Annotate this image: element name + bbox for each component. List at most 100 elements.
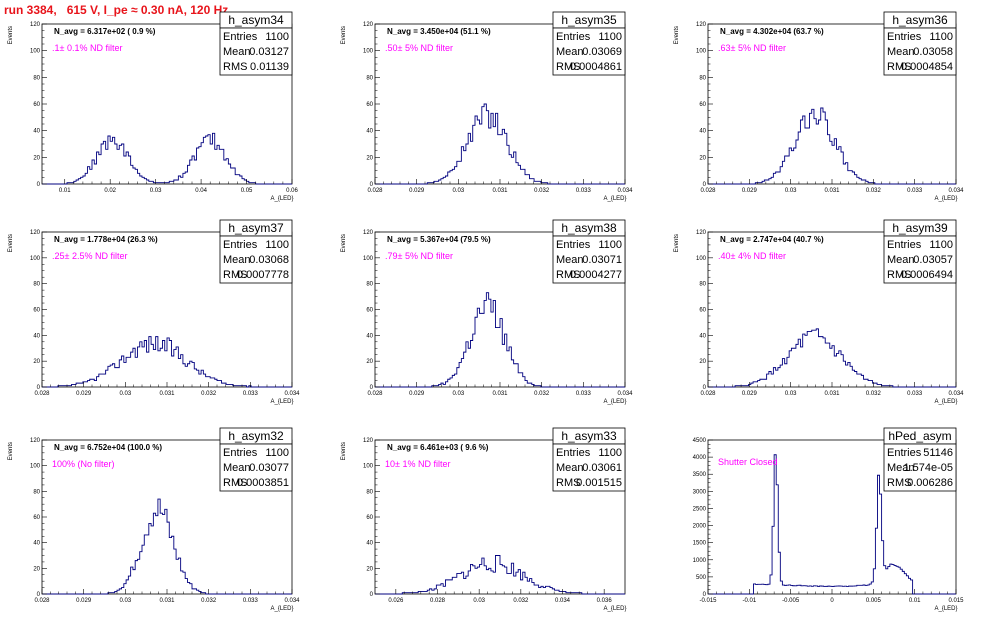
stats-value: 51146 (923, 447, 953, 459)
x-tick-label: 0.031 (824, 391, 840, 397)
y-tick-label: 100 (30, 256, 41, 262)
x-tick-label: 0.03 (119, 391, 131, 397)
y-tick-label: 60 (366, 102, 373, 108)
stats-label: Mean (556, 254, 584, 266)
histogram-line (42, 336, 292, 388)
x-tick-label: 0.034 (948, 391, 964, 397)
x-tick-label: 0.032 (201, 391, 217, 397)
stats-value: 1100 (598, 447, 622, 459)
stats-value: 0.03061 (582, 462, 622, 474)
x-tick-label: 0.033 (243, 598, 259, 604)
x-tick-label: 0.034 (284, 598, 300, 604)
y-tick-label: 120 (30, 438, 41, 444)
stats-title: h_asym33 (561, 429, 617, 443)
stats-title: h_asym34 (228, 13, 284, 27)
x-tick-label: 0.029 (742, 391, 758, 397)
stats-label: RMS (223, 61, 247, 73)
y-tick-label: 3000 (693, 489, 707, 495)
x-axis-title: A_{LED} (934, 399, 957, 405)
stats-box (219, 27, 293, 76)
y-tick-label: 80 (33, 282, 40, 288)
y-tick-label: 120 (363, 22, 374, 28)
y-tick-label: 40 (699, 333, 706, 339)
stats-label: Entries (887, 447, 922, 459)
x-tick-label: -0.005 (782, 598, 800, 604)
x-axis-title: A_{LED} (603, 606, 626, 612)
y-axis-title: Events (8, 26, 14, 44)
y-tick-label: 40 (366, 541, 373, 547)
stats-box (219, 443, 293, 492)
x-tick-label: 0.028 (430, 598, 446, 604)
stats-label: RMS (556, 477, 580, 489)
y-tick-label: 0 (370, 385, 374, 391)
y-tick-label: 20 (366, 155, 373, 161)
x-tick-label: -0.01 (742, 598, 756, 604)
stats-label: Entries (556, 239, 591, 251)
stats-value: 0.03127 (249, 46, 289, 58)
y-tick-label: 100 (363, 49, 374, 55)
x-tick-label: 0.032 (866, 391, 882, 397)
y-tick-label: 0 (703, 182, 707, 188)
stats-title: h_asym39 (892, 221, 948, 235)
x-tick-label: 0.01 (59, 188, 71, 194)
filter-label: .63± 5% ND filter (718, 43, 786, 53)
stats-box (883, 27, 957, 76)
y-tick-label: 40 (366, 333, 373, 339)
stats-value: 0.03077 (249, 462, 289, 474)
stats-label: Mean (223, 462, 251, 474)
y-tick-label: 20 (699, 155, 706, 161)
navg-label: N_avg = 2.747e+04 (40.7 %) (720, 235, 824, 244)
histogram-line (708, 328, 956, 388)
histogram-h_asym37: 0 20 40 60 80 100 120 0.028 0.029 0.03 0.031 0.032 0… (8, 219, 300, 405)
x-tick-label: 0.03 (452, 391, 464, 397)
y-tick-label: 80 (366, 489, 373, 495)
x-axis-title: A_{LED} (270, 399, 293, 405)
stats-value: 1100 (598, 31, 622, 43)
x-tick-label: 0.028 (34, 391, 50, 397)
x-tick-label: 0.03 (785, 391, 797, 397)
y-tick-label: 60 (366, 515, 373, 521)
x-tick-label: 0.032 (534, 188, 550, 194)
y-axis-title: Events (341, 442, 347, 460)
stats-value: 0.0006494 (901, 269, 953, 281)
y-tick-label: 20 (699, 359, 706, 365)
stats-box (883, 443, 957, 492)
x-tick-label: 0.028 (367, 391, 383, 397)
x-tick-label: 0.028 (700, 188, 716, 194)
stats-value: 0.006286 (907, 477, 953, 489)
x-tick-label: 0.033 (576, 391, 592, 397)
y-axis-title: Events (8, 442, 14, 460)
stats-value: 0.03071 (582, 254, 622, 266)
filter-label: .25± 2.5% ND filter (52, 251, 127, 261)
y-tick-label: 40 (33, 333, 40, 339)
y-tick-label: 100 (30, 49, 41, 55)
x-axis-title: A_{LED} (270, 196, 293, 202)
stats-value: 0.0004861 (570, 61, 622, 73)
y-tick-label: 20 (366, 359, 373, 365)
x-tick-label: 0.034 (948, 188, 964, 194)
stats-label: RMS (223, 269, 247, 281)
stats-label: Mean (887, 254, 915, 266)
y-tick-label: 100 (696, 49, 707, 55)
filter-label: .79± 5% ND filter (385, 251, 453, 261)
histogram-line (708, 454, 956, 595)
stats-box (219, 235, 293, 284)
stats-label: Mean (223, 46, 251, 58)
x-tick-label: 0.032 (534, 391, 550, 397)
filter-label: 10± 1% ND filter (385, 459, 450, 469)
x-tick-label: 0.036 (597, 598, 613, 604)
y-tick-label: 0 (37, 592, 41, 598)
y-tick-label: 80 (366, 282, 373, 288)
y-tick-label: 100 (30, 464, 41, 470)
y-tick-label: 60 (699, 308, 706, 314)
x-tick-label: 0.029 (76, 391, 92, 397)
y-tick-label: 1000 (693, 558, 707, 564)
stats-value: 0.0004854 (901, 61, 953, 73)
stats-title: h_asym36 (892, 13, 948, 27)
stats-value: 1.574e-05 (903, 462, 953, 474)
y-tick-label: 40 (699, 129, 706, 135)
y-tick-label: 0 (370, 182, 374, 188)
x-tick-label: 0.03 (452, 188, 464, 194)
x-axis-title: A_{LED} (603, 196, 626, 202)
y-tick-label: 20 (33, 566, 40, 572)
